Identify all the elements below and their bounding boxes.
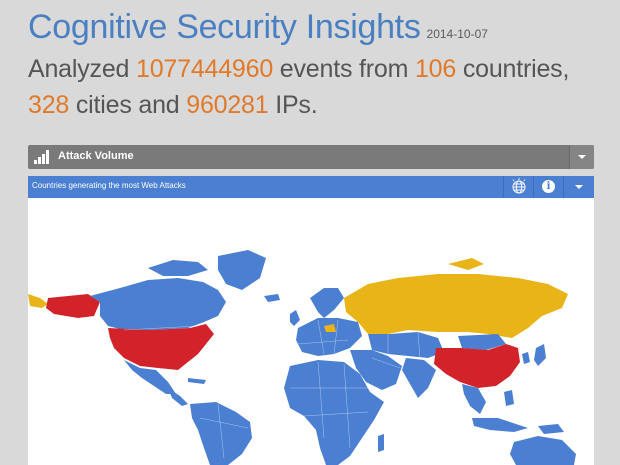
attack-volume-panel-header[interactable]: Attack Volume xyxy=(28,145,594,169)
alaska[interactable] xyxy=(46,294,100,318)
india[interactable] xyxy=(402,358,436,398)
iceland[interactable] xyxy=(264,294,280,302)
summary-text: Analyzed 1077444960 events from 106 coun… xyxy=(28,51,608,123)
china[interactable] xyxy=(434,344,520,388)
australia[interactable] xyxy=(510,436,576,465)
summary-text-1: Analyzed xyxy=(28,55,136,83)
globe-icon xyxy=(512,178,526,194)
middle-east[interactable] xyxy=(350,350,402,390)
mongolia[interactable] xyxy=(458,334,506,350)
page-title: Cognitive Security Insights xyxy=(28,8,421,46)
summary-text-5: IPs. xyxy=(268,91,318,119)
signal-bars-icon xyxy=(34,150,52,164)
info-button[interactable]: i xyxy=(533,176,564,198)
madagascar[interactable] xyxy=(378,434,384,452)
southeast-asia[interactable] xyxy=(462,384,486,414)
africa[interactable] xyxy=(284,360,384,465)
papua[interactable] xyxy=(538,424,564,434)
central-asia[interactable] xyxy=(368,332,444,358)
chevron-down-icon xyxy=(578,155,586,159)
summary-text-3: countries, xyxy=(456,55,570,83)
canada[interactable] xyxy=(90,278,226,330)
map-panel-title: Countries generating the most Web Attack… xyxy=(32,181,186,190)
ukraine[interactable] xyxy=(324,324,336,332)
united-kingdom[interactable] xyxy=(290,310,300,326)
countries-count: 106 xyxy=(414,55,457,83)
indonesia[interactable] xyxy=(472,418,528,432)
ips-count: 960281 xyxy=(186,91,269,119)
events-count: 1077444960 xyxy=(136,55,274,83)
globe-button[interactable] xyxy=(503,176,534,198)
summary-text-4: cities and xyxy=(69,91,187,119)
country-borders xyxy=(123,319,421,459)
attack-volume-title: Attack Volume xyxy=(58,150,134,162)
philippines[interactable] xyxy=(504,390,514,406)
mexico[interactable] xyxy=(124,360,176,394)
map-menu-button[interactable] xyxy=(563,176,594,198)
cities-count: 328 xyxy=(28,91,70,119)
caribbean[interactable] xyxy=(188,378,206,384)
summary-text-2: events from xyxy=(273,55,415,83)
russia[interactable] xyxy=(344,274,568,338)
chevron-down-icon xyxy=(575,185,583,189)
greenland[interactable] xyxy=(28,294,48,308)
map-panel: Countries generating the most Web Attack… xyxy=(28,176,594,465)
info-icon: i xyxy=(542,180,555,193)
greenland-island[interactable] xyxy=(218,250,266,290)
arctic-islands[interactable] xyxy=(148,260,208,276)
report-date: 2014-10-07 xyxy=(426,27,488,41)
united-states[interactable] xyxy=(108,324,214,370)
map-panel-header: Countries generating the most Web Attack… xyxy=(28,176,594,198)
attack-volume-menu-button[interactable] xyxy=(569,145,594,169)
central-america[interactable] xyxy=(168,388,188,406)
header: Cognitive Security Insights 2014-10-07 An… xyxy=(28,8,608,123)
japan[interactable] xyxy=(534,344,546,366)
arctic-russia[interactable] xyxy=(448,258,484,270)
scandinavia[interactable] xyxy=(310,288,344,318)
south-america[interactable] xyxy=(190,402,252,465)
korea[interactable] xyxy=(522,352,530,364)
world-map[interactable] xyxy=(28,198,594,465)
title-row: Cognitive Security Insights 2014-10-07 xyxy=(28,8,608,47)
europe[interactable] xyxy=(296,318,362,356)
